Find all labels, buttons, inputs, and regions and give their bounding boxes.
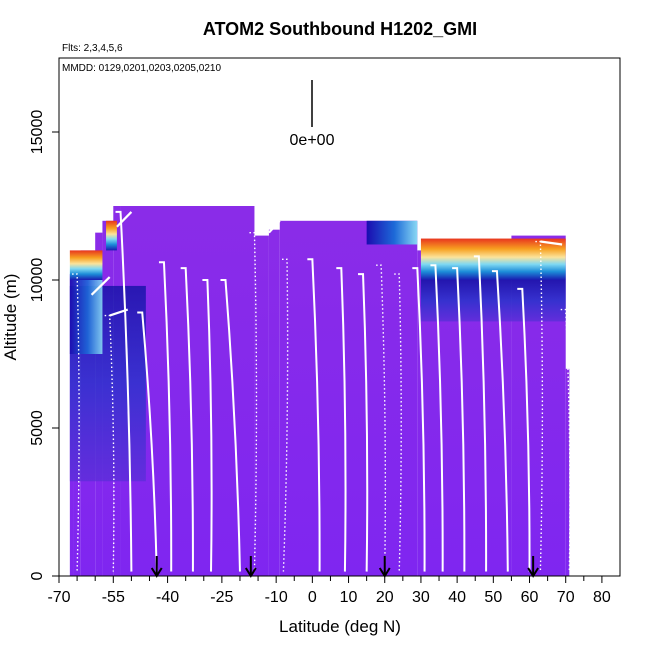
x-tick-label: 60 — [521, 589, 539, 606]
x-tick-label: 70 — [557, 589, 575, 606]
y-axis: 0 5000 10000 15000 — [29, 110, 59, 580]
x-tick-label: -10 — [265, 589, 288, 606]
x-tick-label: -25 — [210, 589, 233, 606]
field-column — [254, 235, 269, 576]
y-axis-label: Altitude (m) — [1, 274, 20, 361]
y-tick-label: 0 — [29, 571, 46, 580]
flight-profile — [202, 279, 213, 572]
x-axis-label: Latitude (deg N) — [279, 617, 401, 636]
flight-profile — [249, 231, 258, 572]
plot-area — [69, 206, 571, 576]
high-value-band — [106, 220, 117, 251]
flight-profiles — [72, 210, 571, 572]
flight-profile — [220, 279, 241, 572]
flight-profile — [491, 270, 509, 572]
y-tick-label: 5000 — [29, 410, 46, 446]
flight-profile — [535, 240, 544, 572]
flight-profile — [560, 308, 571, 572]
flight-profile — [452, 267, 466, 572]
x-tick-label: 40 — [448, 589, 466, 606]
flight-profile — [158, 261, 173, 572]
flight-profile — [394, 273, 402, 572]
x-tick-label: -70 — [47, 589, 70, 606]
flight-profile — [473, 255, 488, 572]
flights-subtitle: Flts: 2,3,4,5,6 — [62, 43, 123, 54]
field-column — [268, 229, 280, 576]
x-tick-label: -55 — [102, 589, 125, 606]
x-tick-label: 80 — [593, 589, 611, 606]
y-tick-label: 10000 — [29, 258, 46, 303]
cruise-leg — [268, 220, 281, 234]
cruise-leg — [90, 276, 111, 296]
flight-profile — [180, 267, 194, 572]
flight-profile — [517, 287, 531, 572]
high-value-band — [69, 250, 103, 280]
high-value-band — [420, 238, 566, 280]
x-tick-label: -40 — [156, 589, 179, 606]
field-column — [279, 220, 418, 576]
high-value-bands — [69, 220, 566, 354]
x-tick-label: 0 — [308, 589, 317, 606]
high-value-band — [366, 220, 418, 245]
flight-profile — [336, 267, 347, 572]
x-tick-label: 20 — [376, 589, 394, 606]
x-tick-label: 10 — [340, 589, 358, 606]
colorbar-label: 0e+00 — [290, 132, 335, 149]
chart-title: ATOM2 Southbound H1202_GMI — [203, 19, 477, 39]
cruise-leg — [540, 240, 563, 246]
cruise-leg — [116, 211, 133, 228]
field-column — [565, 368, 570, 576]
flight-profile — [376, 264, 387, 572]
y-tick-label: 15000 — [29, 110, 46, 155]
cruise-legs — [90, 211, 563, 317]
dates-subtitle: MMDD: 0129,0201,0203,0205,0210 — [62, 63, 221, 74]
blue-band — [420, 280, 566, 322]
flight-profile — [307, 258, 321, 572]
plot-frame — [58, 57, 621, 577]
flight-profile — [430, 264, 444, 572]
x-axis: -70 -55 -40 -25 -10 0 10 20 30 40 50 60 70 80 — [47, 576, 611, 606]
x-tick-label: 30 — [412, 589, 430, 606]
cruise-leg — [109, 308, 129, 317]
flight-profile — [104, 314, 115, 572]
flight-profile — [412, 267, 426, 572]
south-blue-band — [69, 280, 103, 354]
flight-profile — [115, 210, 133, 572]
flight-profile — [358, 273, 369, 572]
flight-profile — [282, 258, 289, 572]
x-tick-label: 50 — [484, 589, 502, 606]
flight-profile — [72, 273, 80, 572]
flight-profile — [137, 311, 158, 572]
